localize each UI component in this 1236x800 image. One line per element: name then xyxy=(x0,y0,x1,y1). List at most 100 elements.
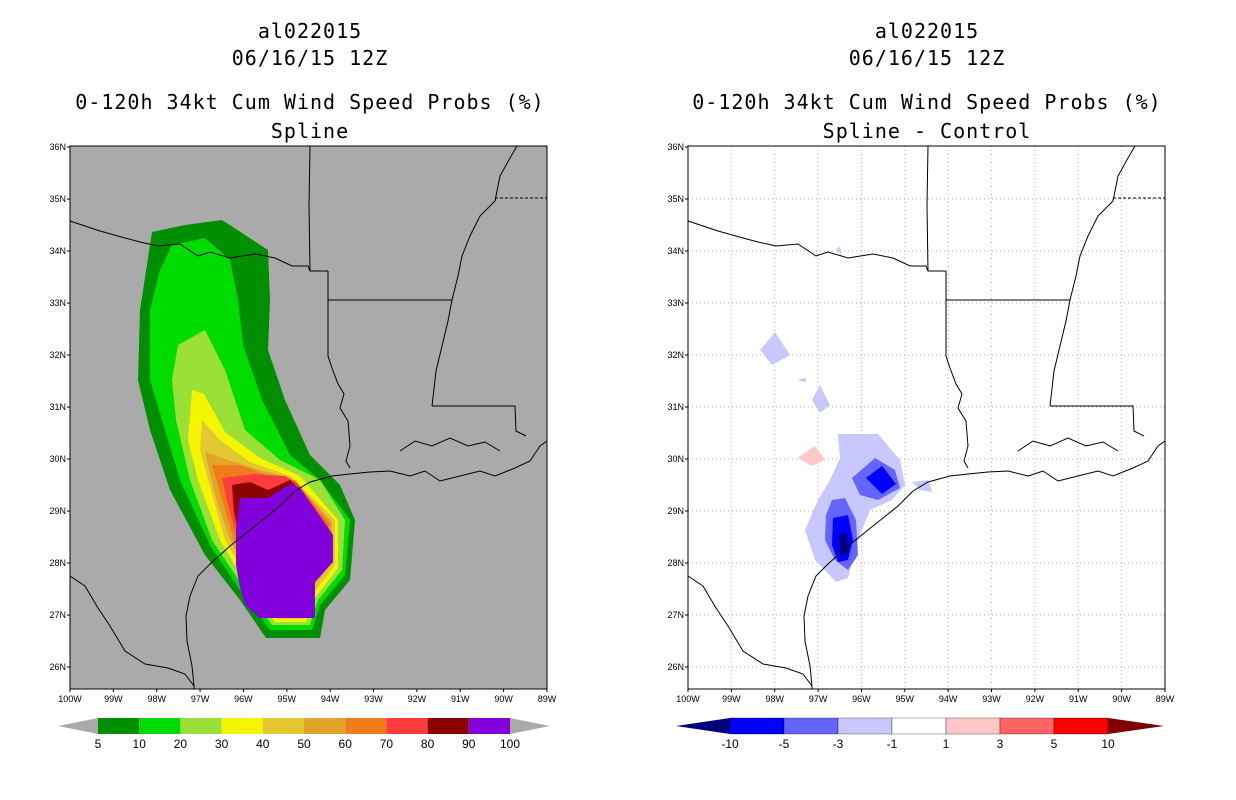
left-lat-label: 36N xyxy=(49,142,66,152)
left-lon-label: 90W xyxy=(494,694,513,704)
left-lon-axis: 100W 99W 98W 97W 96W 95W 94W 93W 92W 91W 90W 89W xyxy=(58,689,557,704)
right-lon-label: 94W xyxy=(939,694,958,704)
left-lon-label: 95W xyxy=(278,694,297,704)
right-gridlines xyxy=(688,146,1165,689)
left-colorbar-box xyxy=(345,718,387,734)
right-colorbar-box xyxy=(945,717,1001,735)
left-lon-label: 98W xyxy=(147,694,166,704)
left-lon-label: 94W xyxy=(321,694,340,704)
left-colorbar-label: 20 xyxy=(174,737,188,751)
diff-blue-a xyxy=(866,466,896,494)
left-colorbar-box xyxy=(221,718,263,734)
left-colorbar-box xyxy=(304,718,346,734)
right-colorbar-label: -5 xyxy=(779,737,790,751)
right-colorbar-high-arrow xyxy=(1108,718,1164,734)
right-colorbar-label: -1 xyxy=(887,737,898,751)
left-lon-label: 89W xyxy=(538,694,557,704)
left-storm-id: al022015 xyxy=(257,19,363,43)
right-colorbar-label: -3 xyxy=(833,737,844,751)
right-lat-label: 34N xyxy=(667,246,684,256)
right-colorbar-box xyxy=(1053,717,1109,735)
right-colorbar-low-arrow xyxy=(676,718,730,734)
right-lat-axis: 36N 35N 34N 33N 32N 31N 30N 29N 28N 27N 26N xyxy=(667,142,688,672)
right-lon-label: 93W xyxy=(982,694,1001,704)
right-lat-label: 31N xyxy=(667,402,684,412)
diff-light-blue-d xyxy=(797,378,806,382)
left-probability-contours xyxy=(138,220,355,638)
left-colorbar-high-arrow xyxy=(510,718,550,734)
right-storm-id: al022015 xyxy=(874,19,980,43)
right-lon-label: 97W xyxy=(809,694,828,704)
right-map-background xyxy=(688,146,1165,689)
left-lon-label: 99W xyxy=(104,694,123,704)
right-lon-label: 89W xyxy=(1156,694,1175,704)
left-lon-label: 100W xyxy=(58,694,82,704)
left-colorbar-box xyxy=(98,718,140,734)
right-colorbar-label: 1 xyxy=(943,737,950,751)
left-colorbar-box xyxy=(427,718,469,734)
right-lat-label: 32N xyxy=(667,350,684,360)
diff-light-blue-f xyxy=(836,246,842,256)
left-lat-label: 33N xyxy=(49,298,66,308)
right-lat-label: 36N xyxy=(667,142,684,152)
left-colorbar-label: 80 xyxy=(421,737,435,751)
left-lon-label: 92W xyxy=(408,694,427,704)
right-lat-label: 27N xyxy=(667,610,684,620)
left-colorbar-low-arrow xyxy=(58,718,98,734)
right-lon-label: 92W xyxy=(1026,694,1045,704)
left-lon-label: 96W xyxy=(234,694,253,704)
right-lat-label: 30N xyxy=(667,454,684,464)
left-colorbar-label: 10 xyxy=(133,737,147,751)
left-colorbar-label: 30 xyxy=(215,737,229,751)
right-colorbar-box xyxy=(729,717,785,735)
left-lon-label: 93W xyxy=(364,694,383,704)
left-lat-label: 32N xyxy=(49,350,66,360)
left-colorbar-label: 50 xyxy=(297,737,311,751)
diff-dark-blue xyxy=(839,533,848,556)
right-map-frame xyxy=(687,145,1166,690)
prob-90-100 xyxy=(236,484,333,618)
left-colorbar-box xyxy=(180,718,222,734)
right-lat-label: 26N xyxy=(667,662,684,672)
right-lat-label: 33N xyxy=(667,298,684,308)
right-lon-label: 95W xyxy=(896,694,915,704)
left-map: 36N 35N 34N 33N 32N 31N 30N 29N 28N 27N 26N 100W 99… xyxy=(49,142,556,704)
right-lon-label: 90W xyxy=(1112,694,1131,704)
left-lat-label: 29N xyxy=(49,506,66,516)
right-lat-label: 28N xyxy=(667,558,684,568)
diff-pink xyxy=(798,446,825,466)
right-datetime: 06/16/15 12Z xyxy=(848,46,1006,70)
left-colorbar-label: 70 xyxy=(380,737,394,751)
right-map: 36N 35N 34N 33N 32N 31N 30N 29N 28N 27N 26N 100W 99… xyxy=(667,142,1174,704)
left-product-title: 0-120h 34kt Cum Wind Speed Probs (%) xyxy=(75,90,545,114)
left-lat-label: 27N xyxy=(49,610,66,620)
left-lat-label: 35N xyxy=(49,194,66,204)
right-lat-label: 35N xyxy=(667,194,684,204)
right-colorbar-box xyxy=(891,717,947,735)
left-colorbar-box xyxy=(139,718,181,734)
right-product-title: 0-120h 34kt Cum Wind Speed Probs (%) xyxy=(692,90,1162,114)
right-colorbar-box xyxy=(999,717,1055,735)
left-colorbar-label: 40 xyxy=(256,737,270,751)
right-difference-contours xyxy=(760,246,932,582)
right-lon-axis: 100W 99W 98W 97W 96W 95W 94W 93W 92W 91W 90W 89W xyxy=(676,689,1175,704)
right-colorbar-label: -10 xyxy=(721,737,739,751)
right-colorbar-label: 5 xyxy=(1051,737,1058,751)
right-colorbar: -10 -5 -3 -1 1 3 5 10 xyxy=(676,717,1164,751)
right-colorbar-label: 10 xyxy=(1101,737,1115,751)
left-lon-label: 91W xyxy=(451,694,470,704)
right-subtitle: Spline - Control xyxy=(822,119,1032,143)
right-lon-label: 96W xyxy=(852,694,871,704)
left-lat-label: 31N xyxy=(49,402,66,412)
right-lon-label: 98W xyxy=(765,694,784,704)
left-colorbar-label: 90 xyxy=(462,737,476,751)
left-colorbar-label: 60 xyxy=(339,737,353,751)
right-colorbar-box xyxy=(783,717,839,735)
left-lat-label: 26N xyxy=(49,662,66,672)
right-lon-label: 91W xyxy=(1069,694,1088,704)
left-lat-label: 30N xyxy=(49,454,66,464)
left-colorbar-box xyxy=(262,718,304,734)
left-lat-label: 28N xyxy=(49,558,66,568)
right-lat-label: 29N xyxy=(667,506,684,516)
